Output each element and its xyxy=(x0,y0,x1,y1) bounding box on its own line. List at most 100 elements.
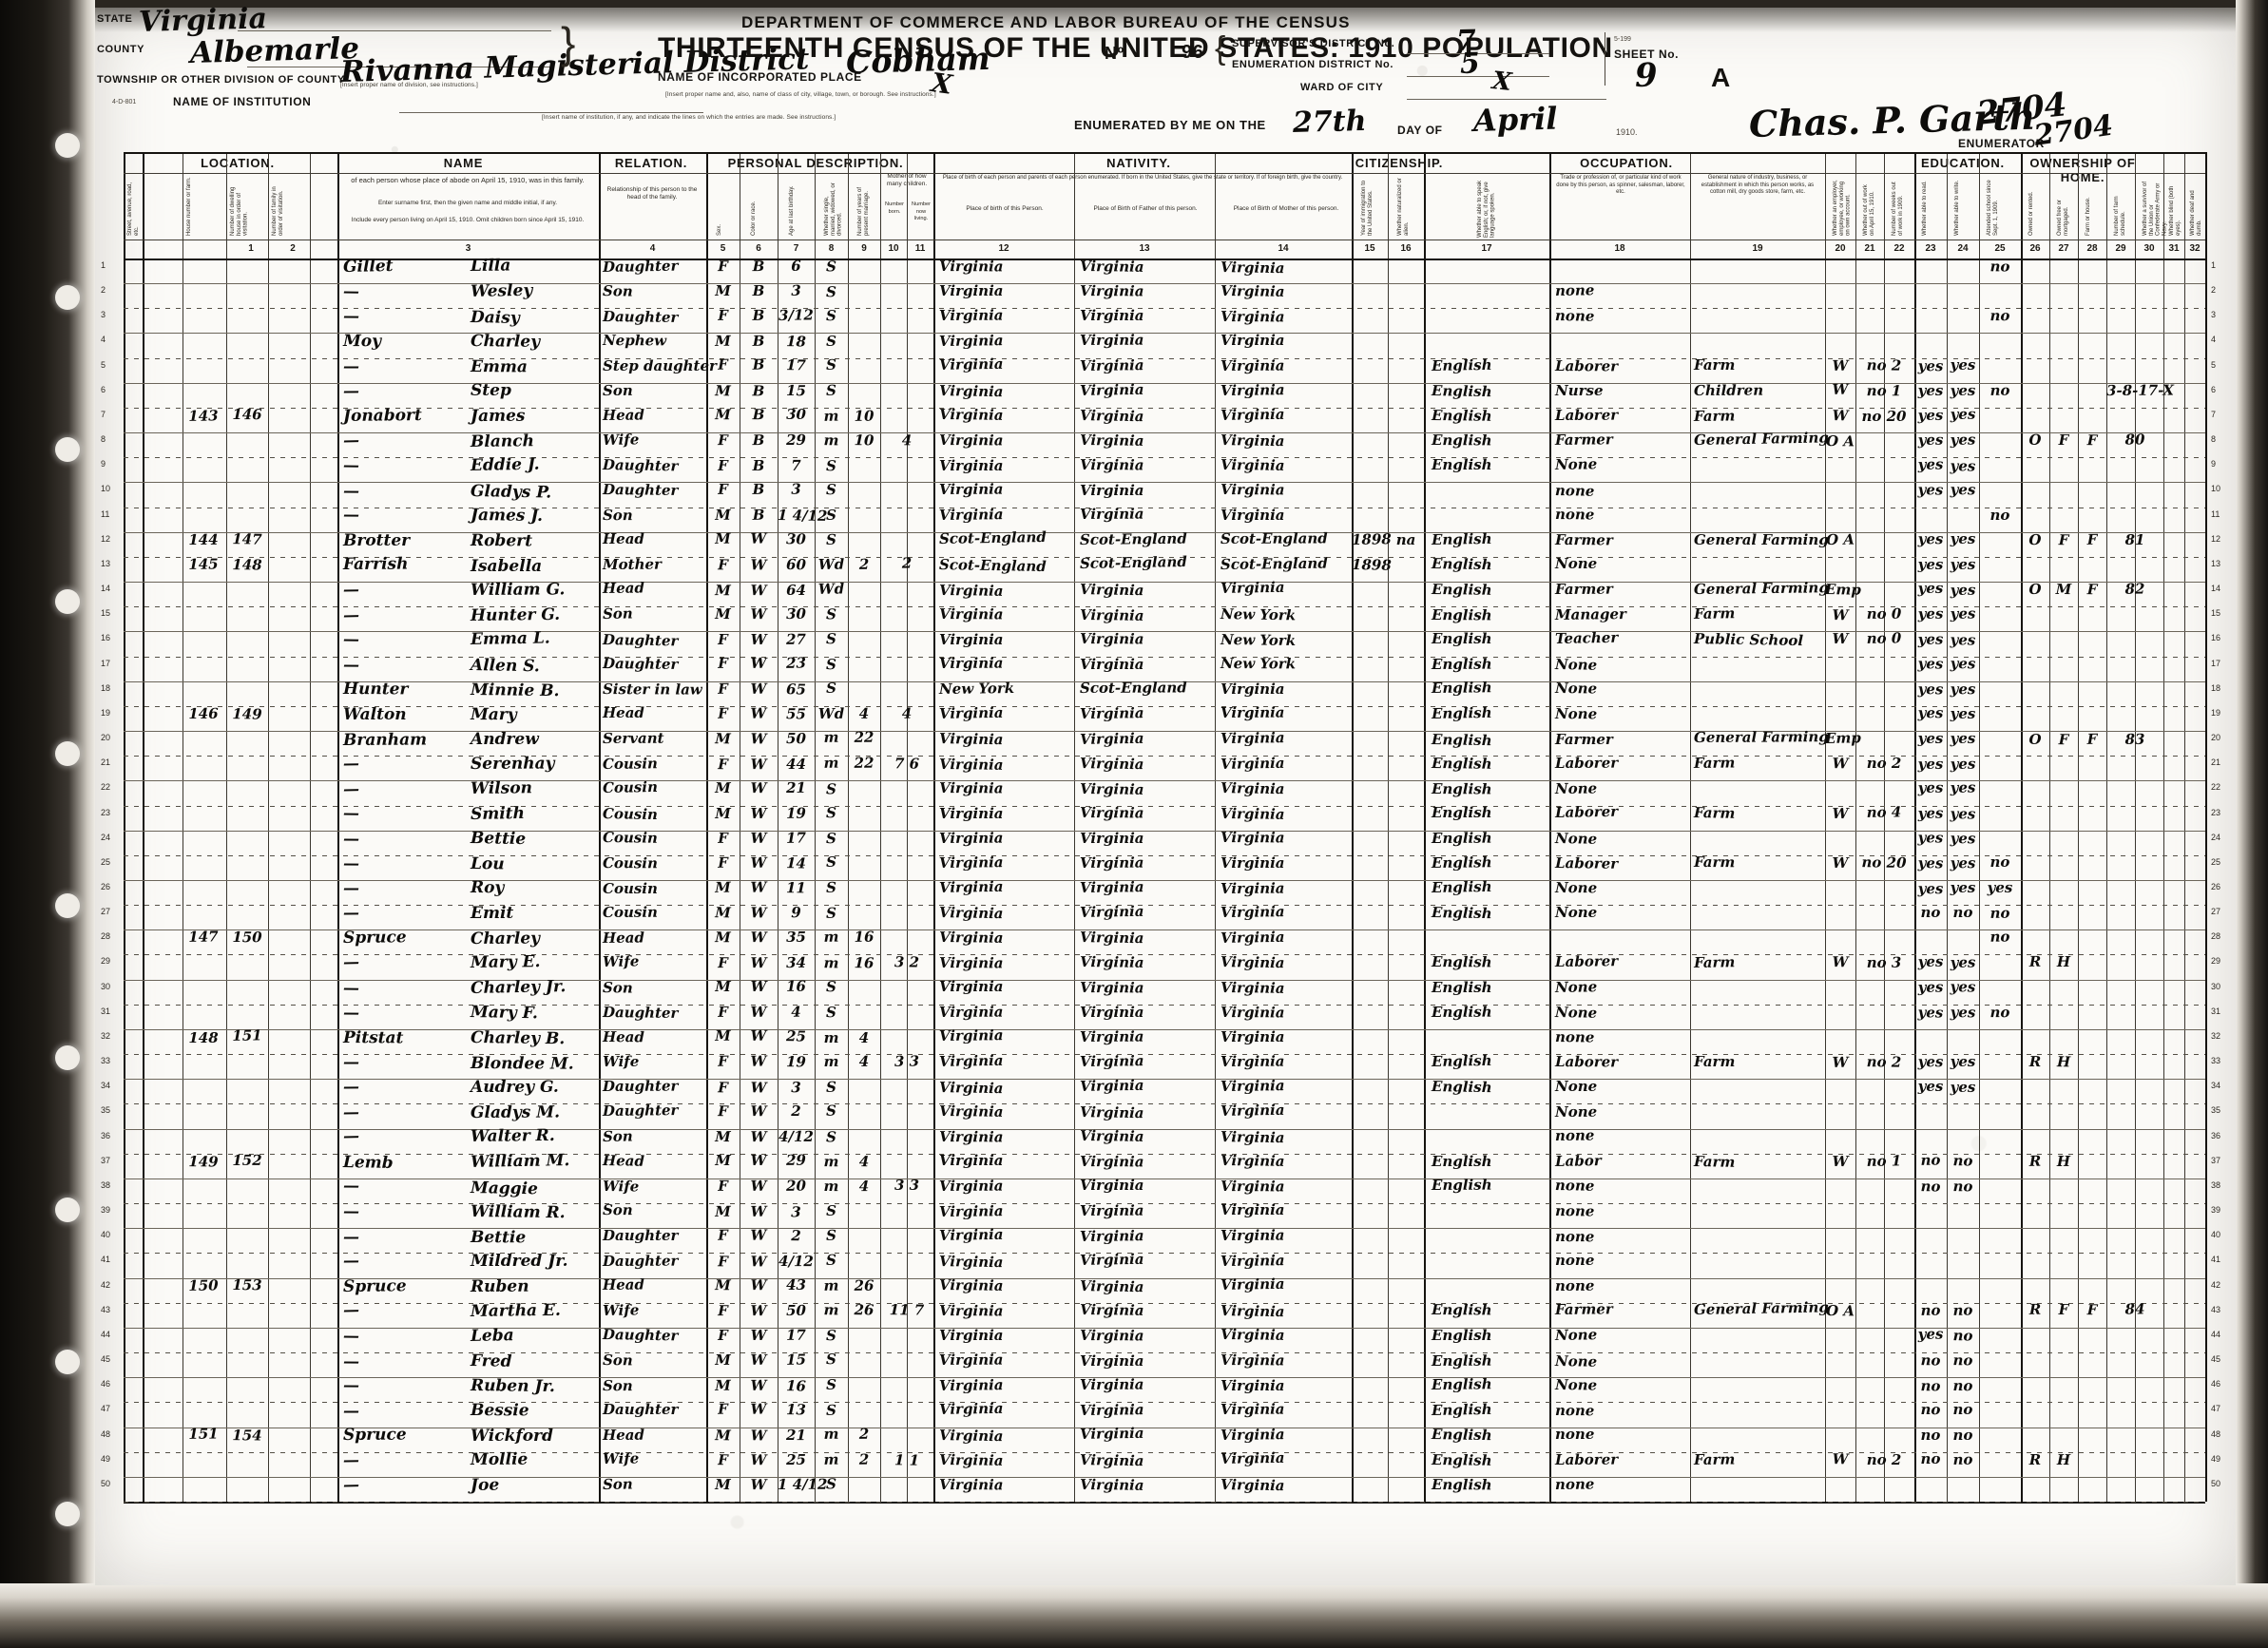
table-row[interactable]: — Ruben Jr. Son M W 16 S Virginia Virginia Virgin… xyxy=(124,1375,2205,1402)
table-row[interactable]: — Hunter G. Son M W 30 S Virginia Virginia New Yo… xyxy=(124,604,2205,631)
cell-relation: Cousin xyxy=(602,804,659,823)
table-row[interactable]: 151 154 Spruce Wickford Head M W 21 m 2 Virginia Vi… xyxy=(124,1425,2205,1452)
cell-lang: English xyxy=(1431,1476,1492,1494)
cell-age: 55 xyxy=(785,705,807,723)
cell-bpm: Scot-England xyxy=(1220,554,1328,574)
table-row[interactable]: — Eddie J. Daughter F B 7 S Virginia Virginia Vir… xyxy=(124,455,2205,482)
line-number-right: 29 xyxy=(2211,956,2221,967)
cell-color: W xyxy=(750,1003,767,1022)
cell-bpf: Virginia xyxy=(1079,803,1144,822)
table-row[interactable]: — Bettie Daughter F W 2 S Virginia Virginia Virgi… xyxy=(124,1226,2205,1253)
table-row[interactable]: 147 150 Spruce Charley Head M W 35 m 16 Virginia Vi… xyxy=(124,928,2205,954)
table-row[interactable]: 149 152 Lemb William M. Head M W 29 m 4 Virginia Vi… xyxy=(124,1151,2205,1179)
cell-relation: Head xyxy=(602,1275,645,1294)
table-row[interactable]: — Emma Step daughter F B 17 S Virginia Virginia V… xyxy=(124,355,2205,383)
cell-own: R xyxy=(2028,1052,2042,1070)
table-row[interactable]: Branham Andrew Servant M W 50 m 22 Virginia Virgi… xyxy=(124,729,2205,756)
cell-bpm: Virginia xyxy=(1220,405,1285,424)
cell-bpm: Virginia xyxy=(1220,779,1285,798)
table-row-rule xyxy=(124,1377,2205,1379)
table-row[interactable]: — Wilson Cousin M W 21 S Virginia Virginia Virgin… xyxy=(124,778,2205,805)
line-number-right: 38 xyxy=(2211,1179,2221,1190)
table-column-rule xyxy=(337,152,339,1502)
table-column-rule xyxy=(599,152,601,1502)
table-row[interactable]: — Smith Cousin M W 19 S Virginia Virginia Virgini… xyxy=(124,803,2205,831)
table-row[interactable]: — Blanch Wife F B 29 m 10 4 Virginia Virginia Virgi… xyxy=(124,429,2205,457)
cell-color: W xyxy=(750,654,767,672)
table-row[interactable]: — Charley Jr. Son M W 16 S Virginia Virginia Virg… xyxy=(124,977,2205,1005)
cell-family: 148 xyxy=(232,555,262,574)
cell-bp: Virginia xyxy=(938,1078,1004,1098)
table-row[interactable]: 145 148 Farrish Isabella Mother F W 60 Wd 2 2 Scot-… xyxy=(124,553,2205,582)
table-row[interactable]: — Maggie Wife F W 20 m 4 3 3 Virginia Virginia Virg… xyxy=(124,1177,2205,1203)
table-row[interactable]: — Gladys P. Daughter F B 3 S Virginia Virginia Vi… xyxy=(124,480,2205,507)
table-row[interactable]: — Bettie Cousin F W 17 S Virginia Virginia Virgin… xyxy=(124,829,2205,855)
cell-lang: English xyxy=(1431,1375,1492,1393)
table-row[interactable]: — Fred Son M W 15 S Virginia Virginia Virginia Eng… xyxy=(124,1351,2205,1377)
line-number-left: 15 xyxy=(101,608,111,619)
table-row[interactable]: — Audrey G. Daughter F W 3 S Virginia Virginia Vi… xyxy=(124,1077,2205,1103)
cell-bpf: Virginia xyxy=(1079,1400,1144,1419)
cell-marital: S xyxy=(826,1376,836,1394)
cell-sex: M xyxy=(715,1475,731,1493)
table-row[interactable]: 148 151 Pitstat Charley B. Head M W 25 m 4 Virgini… xyxy=(124,1027,2205,1054)
cell-family: 149 xyxy=(232,705,262,724)
table-row[interactable]: Moy Charley Nephew M B 18 S Virginia Virginia Vir… xyxy=(124,332,2205,357)
table-row[interactable]: — Daisy Daughter F B 3/12 S Virginia Virginia Vir… xyxy=(124,307,2205,333)
table-row[interactable]: — Serenhay Cousin F W 44 m 22 7 6 Virginia Virgini… xyxy=(124,754,2205,780)
table-row[interactable]: 146 149 Walton Mary Head F W 55 Wd 4 4 Virginia Virg… xyxy=(124,704,2205,731)
table-row[interactable]: — Mildred Jr. Daughter F W 4/12 S Virginia Virgi… xyxy=(124,1251,2205,1277)
cell-bp: Virginia xyxy=(938,1127,1004,1146)
table-row-rule xyxy=(124,1277,2205,1279)
table-row[interactable]: — Gladys M. Daughter F W 2 S Virginia Virginia Vi… xyxy=(124,1102,2205,1128)
line-number-right: 8 xyxy=(2211,434,2217,445)
table-row[interactable]: — Martha E. Wife F W 50 m 26 11 7 Virginia Virgini… xyxy=(124,1299,2205,1328)
table-row[interactable]: — Mary F. Daughter F W 4 S Virginia Virginia Virg… xyxy=(124,1003,2205,1029)
table-row[interactable]: — Leba Daughter F W 17 S Virginia Virginia Virgin… xyxy=(124,1326,2205,1352)
cell-bp: Virginia xyxy=(938,1225,1004,1244)
table-row[interactable]: — Blondee M. Wife F W 19 m 4 3 3 Virginia Virginia… xyxy=(124,1051,2205,1079)
table-row[interactable]: Gillet Lilla Daughter F B 6 S Virginia Virginia V… xyxy=(124,257,2205,283)
cell-oow: no 0 xyxy=(1866,604,1902,623)
cell-fs: 81 xyxy=(2124,531,2145,549)
line-number-right: 17 xyxy=(2211,658,2221,668)
table-row[interactable]: — Walter R. Son M W 4/12 S Virginia Virginia Virg… xyxy=(124,1126,2205,1154)
table-row[interactable]: — Allen S. Daughter F W 23 S Virginia Virginia Ne… xyxy=(124,654,2205,681)
table-row[interactable]: — Emma L. Daughter F W 27 S Virginia Virginia New… xyxy=(124,628,2205,656)
table-row[interactable]: — Mollie Wife F W 25 m 2 1 1 Virginia Virginia Virg… xyxy=(124,1449,2205,1477)
table-row[interactable]: 144 147 Brotter Robert Head M W 30 S Scot-England… xyxy=(124,528,2205,557)
cell-color: W xyxy=(750,755,767,773)
table-row[interactable]: — Lou Cousin F W 14 S Virginia Virginia Virginia E… xyxy=(124,853,2205,880)
table-row[interactable]: — James J. Son M B 1 4/12 S Virginia Virginia Vir… xyxy=(124,506,2205,532)
cell-marital: S xyxy=(825,604,837,623)
table-row[interactable]: — Wesley Son M B 3 S Virginia Virginia Virginia no… xyxy=(124,281,2205,308)
table-row[interactable]: — Joe Son M W 1 4/12 S Virginia Virginia Virginia… xyxy=(124,1475,2205,1502)
cell-ow: W xyxy=(1832,853,1849,872)
table-column-rule xyxy=(2135,152,2136,1502)
table-row[interactable]: 150 153 Spruce Ruben Head M W 43 m 26 Virginia Virg… xyxy=(124,1275,2205,1303)
table-row[interactable]: — William G. Head M W 64 Wd Virginia Virginia Vir… xyxy=(124,579,2205,606)
table-row[interactable]: — Mary E. Wife F W 34 m 16 3 2 Virginia Virginia Vi… xyxy=(124,952,2205,979)
table-row[interactable]: — Bessie Daughter F W 13 S Virginia Virginia Virg… xyxy=(124,1400,2205,1427)
table-row[interactable]: — Step Son M B 15 S Virginia Virginia Virginia Eng… xyxy=(124,380,2205,408)
table-row[interactable]: Hunter Minnie B. Sister in law F W 65 S New Yor… xyxy=(124,679,2205,706)
column-group-header: NATIVITY. xyxy=(1106,156,1171,170)
table-row[interactable]: 143 146 Jonabort James Head M B 30 m 10 Virginia Vi… xyxy=(124,405,2205,432)
cell-read: no xyxy=(1920,1376,1941,1395)
cell-ow: W xyxy=(1832,356,1849,374)
cell-occ: Laborer xyxy=(1554,1450,1619,1468)
cell-born: 4 xyxy=(858,1052,870,1070)
column-number: 12 xyxy=(998,243,1009,254)
cell-color: B xyxy=(752,307,765,325)
cell-read: yes xyxy=(1917,680,1944,699)
cell-sex: F xyxy=(718,431,728,450)
cell-marital: S xyxy=(826,480,836,498)
cell-bp: Virginia xyxy=(938,1426,1004,1445)
cell-relation: Step daughter xyxy=(603,356,717,374)
cell-marital: S xyxy=(826,680,836,698)
table-row[interactable]: — William R. Son M W 3 S Virginia Virginia Virgin… xyxy=(124,1201,2205,1228)
table-row-rule xyxy=(124,905,2205,907)
table-row[interactable]: — Roy Cousin M W 11 S Virginia Virginia Virginia E… xyxy=(124,878,2205,905)
table-row[interactable]: — Emit Cousin M W 9 S Virginia Virginia Virginia E… xyxy=(124,903,2205,929)
cell-given: Mildred Jr. xyxy=(471,1251,568,1271)
